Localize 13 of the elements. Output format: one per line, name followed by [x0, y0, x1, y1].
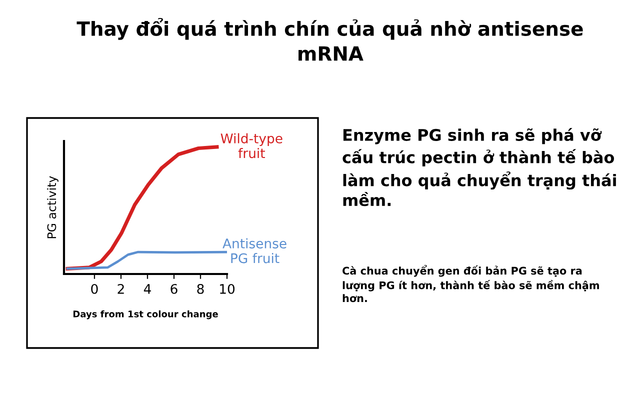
x-tick-label: 6	[170, 284, 178, 294]
text: Thay đổi quá trình chín của quả nhờ antisense mRNA	[76, 18, 583, 61]
y-axis-title: PG activity	[47, 176, 58, 238]
text: Enzyme PG sinh ra sẽ phá vỡ cấu trúc pectin ở thành tế bào làm cho quả chuyển trạng thái mềm.	[342, 128, 616, 206]
x-tick-label: 0	[91, 284, 98, 294]
x-axis-title: Days from 1st colour change	[73, 310, 218, 320]
x-tick-label: 2	[118, 284, 124, 294]
x-tick-label: 4	[144, 284, 151, 294]
series-label: Wild-type fruit	[220, 133, 282, 158]
text: Cà chua chuyển gen đối bản PG sẽ tạo ra lượng PG ít hơn, thành tế bào sẽ mềm chậm hơn.	[342, 265, 599, 302]
series-label: Antisense PG fruit	[222, 238, 286, 264]
x-tick-label: 8	[197, 284, 204, 294]
x-tick-label: 10	[220, 284, 235, 294]
